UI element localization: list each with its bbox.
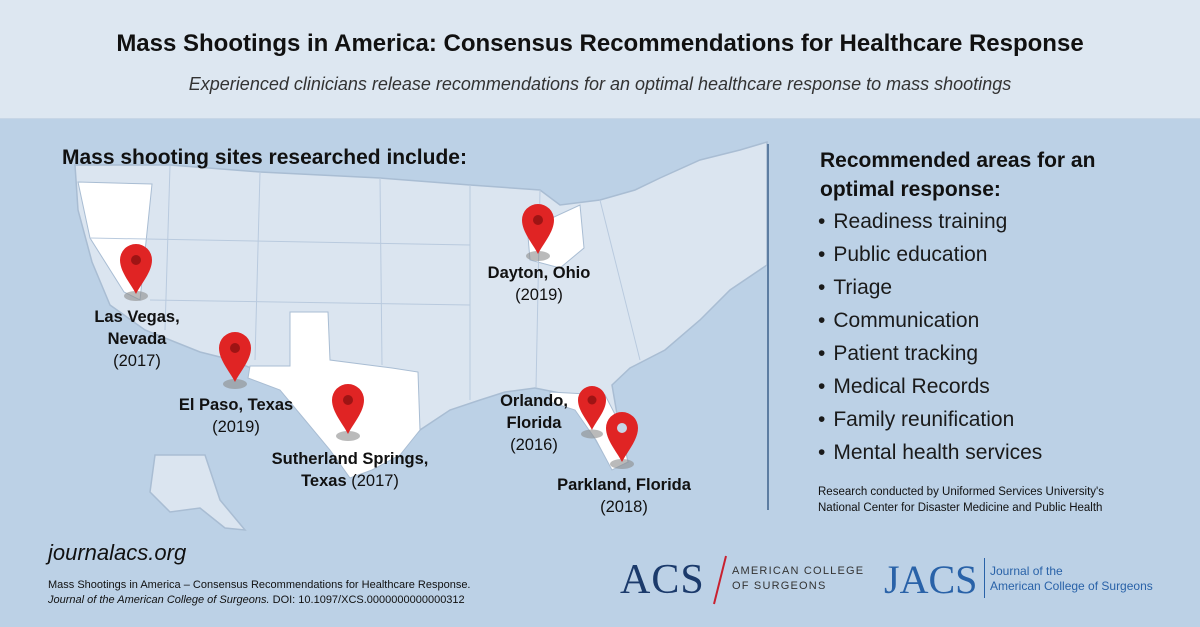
label-orlando-line2: Florida (506, 414, 562, 432)
map-pin-icon (522, 204, 554, 254)
list-item: Family reunification (818, 406, 1042, 439)
map-pin-icon (219, 332, 251, 382)
credit-line1: Research conducted by Uniformed Services… (818, 486, 1104, 498)
label-sutherland-line1: Sutherland Springs, (271, 450, 429, 468)
pin-dayton (522, 204, 554, 261)
recommendations-heading: Recommended areas for an optimal respons… (820, 146, 1095, 204)
label-orlando: Orlando, Florida (2016) (484, 390, 584, 456)
label-las-vegas-line2: Nevada (107, 330, 167, 348)
citation-journal: Journal of the American College of Surge… (48, 594, 270, 606)
credit-line2: National Center for Disaster Medicine an… (818, 502, 1103, 514)
page-subtitle: Experienced clinicians release recommend… (188, 74, 1012, 94)
alaska (149, 454, 247, 531)
pin-las-vegas (120, 244, 152, 301)
header-band: Mass Shootings in America: Consensus Rec… (0, 0, 1200, 119)
sites-heading: Mass shooting sites researched include: (62, 146, 467, 169)
label-el-paso: El Paso, Texas (2019) (166, 394, 306, 438)
jacs-divider (984, 558, 985, 598)
list-item: Medical Records (818, 373, 1042, 406)
acs-logo-letters: ACS (620, 557, 705, 603)
acs-slash-icon (713, 555, 727, 605)
label-parkland: Parkland, Florida (2018) (541, 474, 707, 518)
florida-state (549, 391, 629, 471)
recommendations-heading-line1: Recommended areas for an (820, 149, 1096, 172)
citation-doi: DOI: 10.1097/XCS.0000000000000312 (269, 594, 465, 606)
label-dayton-year: (2019) (515, 286, 563, 304)
acs-line1: AMERICAN COLLEGE (732, 565, 865, 577)
recommendations-list: Readiness training Public education Tria… (818, 208, 1042, 472)
label-sutherland-line2: Texas (301, 472, 347, 490)
list-item: Readiness training (818, 208, 1042, 241)
list-item: Public education (818, 241, 1042, 274)
label-las-vegas: Las Vegas, Nevada (2017) (72, 306, 202, 372)
label-dayton: Dayton, Ohio (2019) (474, 262, 604, 306)
label-las-vegas-year: (2017) (113, 352, 161, 370)
column-divider (767, 144, 769, 510)
label-parkland-name: Parkland, Florida (557, 476, 691, 494)
jacs-logo-letters: JACS (884, 557, 978, 602)
map-pin-icon (120, 244, 152, 294)
label-el-paso-name: El Paso, Texas (178, 396, 294, 414)
label-sutherland-year: (2017) (351, 472, 399, 490)
label-parkland-year: (2018) (600, 498, 648, 516)
label-orlando-year: (2016) (510, 436, 558, 454)
label-el-paso-year: (2019) (212, 418, 260, 436)
acs-line2: OF SURGEONS (732, 580, 827, 592)
pin-sutherland-springs (332, 384, 364, 441)
journal-url[interactable]: journalacs.org (48, 540, 187, 565)
list-item: Triage (818, 274, 1042, 307)
jacs-line1: Journal of the (990, 564, 1063, 578)
list-item: Patient tracking (818, 340, 1042, 373)
label-sutherland-springs: Sutherland Springs, Texas (2017) (255, 448, 445, 492)
label-dayton-name: Dayton, Ohio (487, 264, 591, 282)
list-item: Communication (818, 307, 1042, 340)
research-credit: Research conducted by Uniformed Services… (818, 484, 1178, 516)
recommendations-heading-line2: optimal response: (820, 178, 1001, 201)
page-title: Mass Shootings in America: Consensus Rec… (116, 30, 1084, 57)
map-pin-icon (606, 412, 638, 462)
map-pin-icon (578, 386, 606, 430)
pin-el-paso (219, 332, 251, 389)
map-pin-icon (332, 384, 364, 434)
citation: Mass Shootings in America – Consensus Re… (48, 578, 471, 608)
label-orlando-line1: Orlando, (500, 392, 568, 410)
jacs-line2: American College of Surgeons (990, 579, 1153, 593)
acs-logo-text: AMERICAN COLLEGE OF SURGEONS (732, 564, 864, 594)
label-las-vegas-line1: Las Vegas, (94, 308, 180, 326)
citation-line1: Mass Shootings in America – Consensus Re… (48, 579, 471, 591)
jacs-logo-text: Journal of the American College of Surge… (990, 564, 1153, 594)
list-item: Mental health services (818, 439, 1042, 472)
pin-parkland (606, 412, 638, 469)
pin-orlando (578, 386, 606, 439)
